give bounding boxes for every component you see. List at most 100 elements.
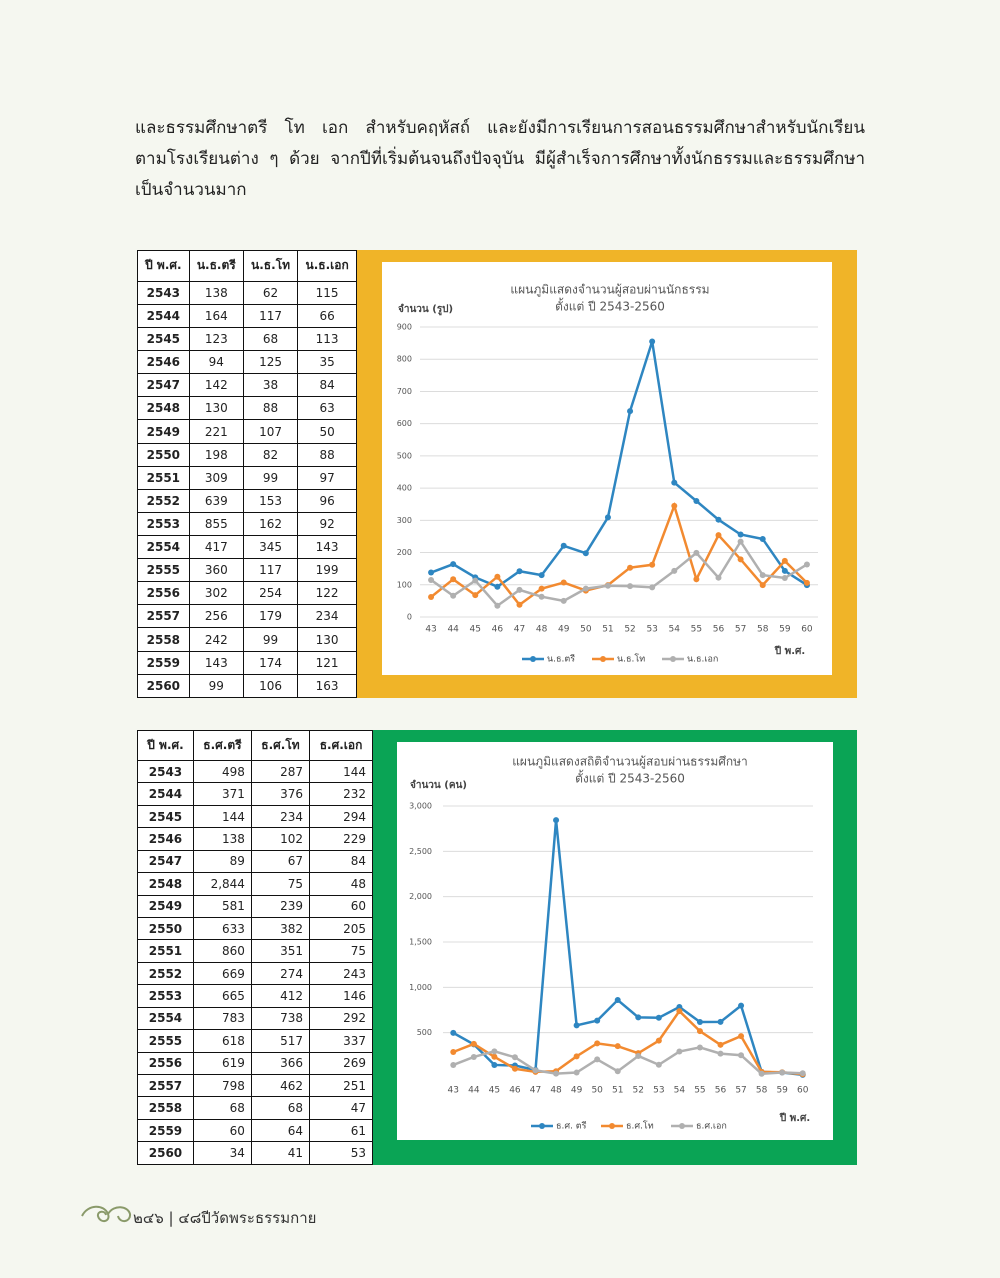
data-point xyxy=(538,572,545,579)
data-point xyxy=(738,1002,745,1009)
value-cell: 581 xyxy=(192,894,252,918)
series-line xyxy=(452,1009,803,1076)
table-row: 2557 798 462 251 xyxy=(137,1074,373,1098)
data-point xyxy=(428,594,435,601)
header-row: ปี พ.ศ. น.ธ.ตรี น.ธ.โท น.ธ.เอก xyxy=(137,250,357,282)
table-row: 2554 417 345 143 xyxy=(137,535,357,560)
data-point xyxy=(671,502,678,509)
value-cell: 498 xyxy=(192,759,252,784)
data-point xyxy=(491,1061,498,1068)
footer: ๒๔๖ | ๔๘ปีวัดพระธรรมกาย xyxy=(133,1209,317,1227)
data-point xyxy=(693,576,700,583)
value-cell: 106 xyxy=(242,673,299,699)
chart-area xyxy=(397,742,833,1140)
year-cell: 2560 xyxy=(137,673,190,699)
y-tick-label: 500 xyxy=(397,451,412,460)
table-row: 2556 619 366 269 xyxy=(137,1051,373,1076)
data-point xyxy=(781,567,788,574)
table: ปี พ.ศ. ธ.ศ.ตรี ธ.ศ.โท ธ.ศ.เอก 2543 498 287 144… xyxy=(137,730,373,1165)
series-line xyxy=(430,341,808,589)
value-cell: 376 xyxy=(250,782,311,806)
data-point xyxy=(717,1041,724,1048)
x-tick-label: 59 xyxy=(776,1086,788,1096)
data-point xyxy=(516,586,523,593)
data-point xyxy=(614,1043,621,1050)
value-cell: 162 xyxy=(242,511,299,537)
value-cell: 117 xyxy=(242,303,299,329)
value-cell: 234 xyxy=(250,804,311,829)
data-point xyxy=(737,538,744,545)
value-cell: 221 xyxy=(188,419,244,444)
data-point xyxy=(560,542,567,549)
paragraph: และธรรมศึกษาตรี โท เอก สำหรับคฤหัสถ์ และ… xyxy=(135,113,865,206)
value-cell: 66 xyxy=(297,303,357,329)
data-point xyxy=(560,597,567,604)
value-cell: 82 xyxy=(242,442,299,467)
value-cell: 84 xyxy=(309,849,373,874)
data-point xyxy=(604,582,611,589)
value-cell: 88 xyxy=(297,442,357,467)
value-cell: 41 xyxy=(250,1141,311,1165)
legend-marker xyxy=(600,656,606,662)
data-point xyxy=(627,564,634,571)
x-tick-label: 57 xyxy=(735,625,746,635)
data-point xyxy=(604,514,611,521)
value-cell: 35 xyxy=(297,350,357,375)
data-point xyxy=(553,817,560,824)
year-cell: 2550 xyxy=(137,442,190,467)
data-point xyxy=(627,408,634,415)
data-point xyxy=(428,576,435,583)
year-cell: 2551 xyxy=(137,939,194,963)
data-point xyxy=(649,584,656,591)
x-tick-label: 46 xyxy=(492,625,504,635)
value-cell: 412 xyxy=(250,984,311,1008)
x-axis-label: ปี พ.ศ. xyxy=(779,1112,810,1124)
x-tick-label: 51 xyxy=(612,1086,623,1096)
year-cell: 2553 xyxy=(137,984,194,1008)
x-tick-label: 59 xyxy=(779,625,791,635)
data-point xyxy=(450,1029,457,1036)
data-point xyxy=(594,1056,601,1063)
y-tick-label: 300 xyxy=(397,516,412,525)
data-point xyxy=(655,1037,662,1044)
value-cell: 99 xyxy=(188,673,244,699)
x-tick-label: 49 xyxy=(571,1086,583,1096)
value-cell: 88 xyxy=(242,396,299,421)
data-point xyxy=(491,1053,498,1060)
table-row: 2550 198 82 88 xyxy=(137,442,357,467)
value-cell: 633 xyxy=(192,916,252,941)
x-tick-label: 43 xyxy=(448,1086,459,1096)
table-row: 2560 99 106 163 xyxy=(137,673,357,699)
year-cell: 2545 xyxy=(137,804,194,829)
data-point xyxy=(538,585,545,592)
data-point xyxy=(738,1052,745,1059)
value-cell: 75 xyxy=(309,939,373,963)
year-cell: 2543 xyxy=(137,280,190,305)
series-line xyxy=(430,501,808,607)
value-cell: 251 xyxy=(309,1074,373,1098)
y-tick-label: 700 xyxy=(397,387,412,396)
paragraph-line: ตามโรงเรียนต่าง ๆ ด้วย จากปีที่เริ่มต้นจ… xyxy=(135,149,865,169)
data-point xyxy=(717,1050,724,1057)
y-tick-label: 0 xyxy=(407,613,412,622)
data-point xyxy=(737,556,744,563)
data-point xyxy=(649,338,656,345)
data-point xyxy=(560,579,567,586)
data-point xyxy=(759,582,766,589)
x-tick-label: 52 xyxy=(624,625,635,635)
y-tick-label: 500 xyxy=(417,1028,432,1037)
legend-marker xyxy=(670,656,676,662)
value-cell: 360 xyxy=(188,558,244,583)
chart-subtitle: ตั้งแต่ ปี 2543-2560 xyxy=(575,770,685,786)
value-cell: 243 xyxy=(309,961,373,986)
table-row: 2549 581 239 60 xyxy=(137,894,373,918)
data-point xyxy=(494,583,501,590)
data-point xyxy=(715,574,722,581)
data-point xyxy=(649,561,656,568)
table-row: 2554 783 738 292 xyxy=(137,1006,373,1031)
y-tick-label: 400 xyxy=(397,484,412,493)
value-cell: 53 xyxy=(309,1141,373,1165)
value-cell: 274 xyxy=(250,961,311,986)
series-line xyxy=(430,539,808,608)
